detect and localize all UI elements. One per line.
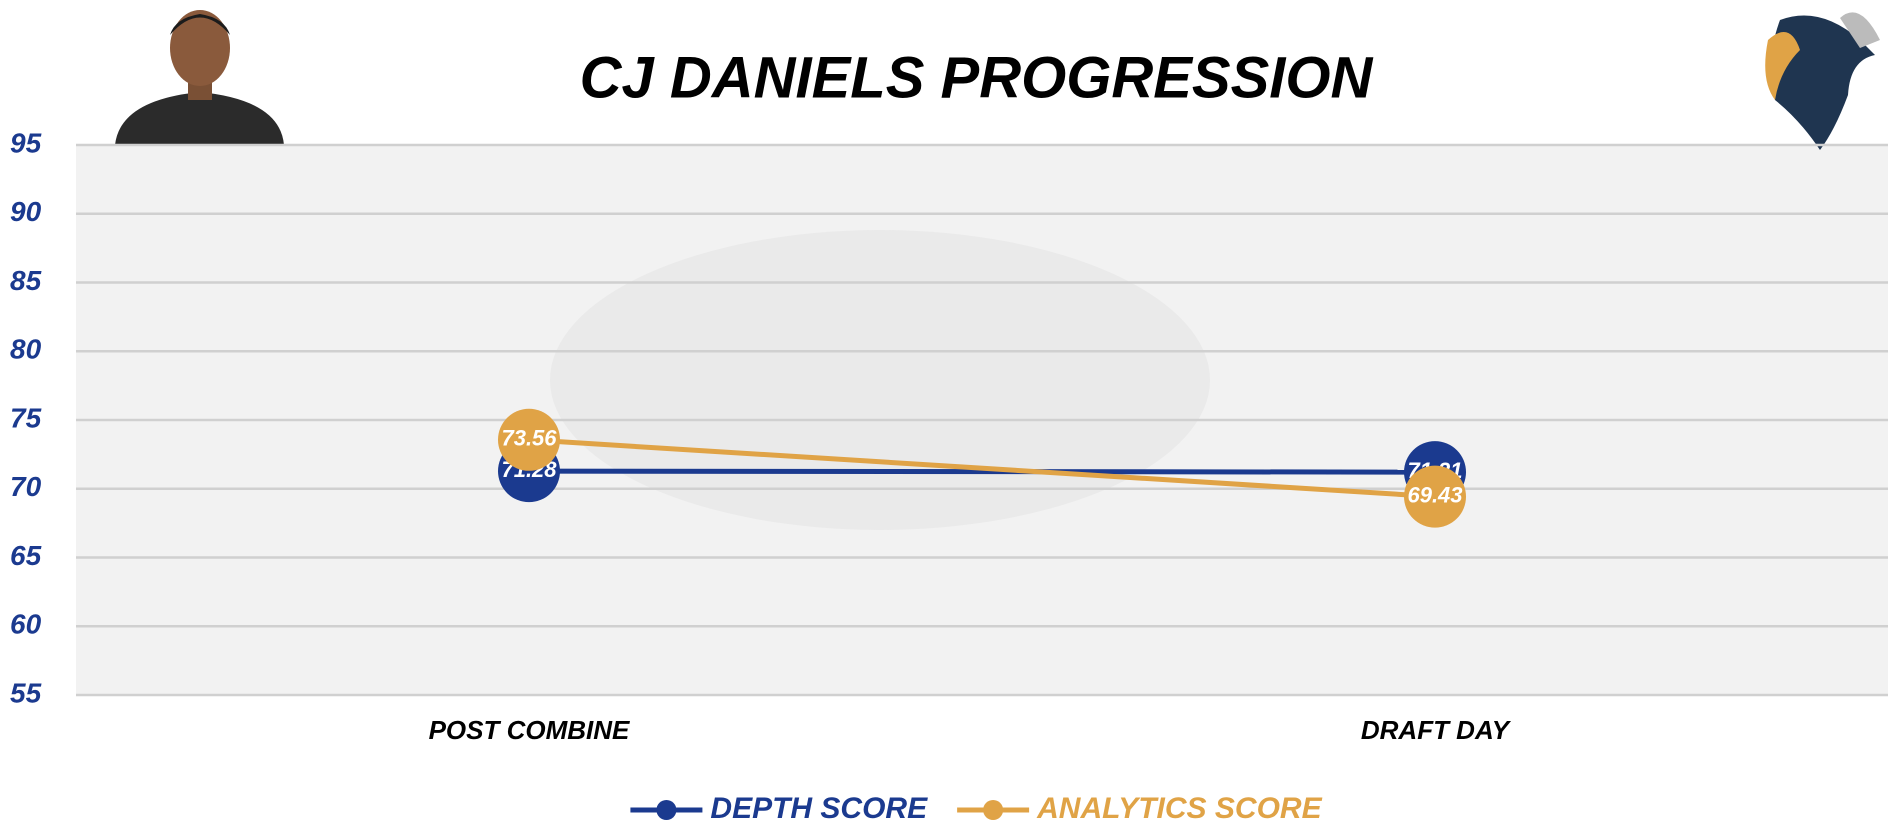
x-tick-label: POST COMBINE	[429, 715, 630, 745]
legend: DEPTH SCORE ANALYTICS SCORE	[630, 792, 1323, 825]
series-line	[528, 437, 1436, 500]
watermark	[550, 230, 1210, 530]
data-label: 69.43	[1407, 482, 1462, 507]
player-photo	[115, 10, 284, 145]
legend-marker	[983, 800, 1004, 820]
series-line	[528, 468, 1436, 475]
y-tick-label: 95	[10, 127, 42, 158]
x-tick-label: DRAFT DAY	[1361, 715, 1512, 745]
legend-marker	[656, 800, 677, 820]
y-tick-label: 85	[10, 265, 42, 296]
legend-item: DEPTH SCORE	[630, 792, 928, 825]
y-tick-label: 60	[10, 609, 42, 640]
y-tick-label: 75	[10, 402, 42, 433]
legend-label: DEPTH SCORE	[710, 792, 928, 825]
data-point	[498, 408, 560, 471]
y-tick-label: 55	[10, 677, 42, 708]
y-tick-label: 70	[10, 471, 42, 502]
legend-item: ANALYTICS SCORE	[957, 792, 1323, 825]
y-tick-label: 80	[10, 334, 42, 365]
chart-title: CJ DANIELS PROGRESSION	[580, 45, 1374, 110]
data-label: 73.56	[501, 426, 557, 451]
y-tick-label: 65	[10, 540, 42, 571]
data-point	[1404, 465, 1466, 528]
legend-label: ANALYTICS SCORE	[1036, 792, 1322, 825]
y-tick-label: 90	[10, 196, 42, 227]
team-logo	[1765, 12, 1880, 150]
